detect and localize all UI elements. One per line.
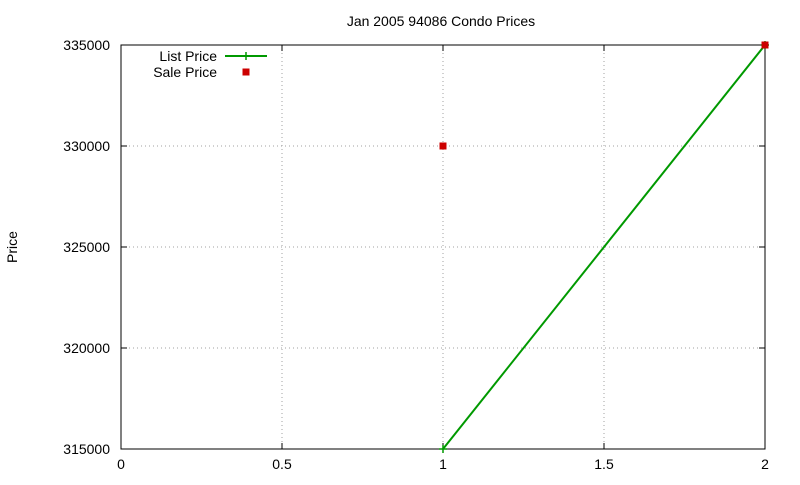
data-point (761, 41, 769, 49)
data-point (439, 445, 447, 453)
y-axis-label: Price (4, 231, 20, 263)
legend-marker (242, 52, 250, 60)
x-tick-label: 1.5 (594, 456, 614, 472)
y-tick-label: 335000 (63, 37, 110, 53)
x-tick-label: 0 (117, 456, 125, 472)
series-line (442, 44, 766, 450)
chart-title: Jan 2005 94086 Condo Prices (347, 13, 535, 29)
data-series (439, 41, 769, 453)
legend-marker (242, 68, 250, 76)
y-tick-label: 320000 (63, 340, 110, 356)
axes: 0 0.5 1 1.5 2 315000 320000 325000 330000 335000 (63, 37, 769, 472)
y-tick-label: 325000 (63, 239, 110, 255)
data-point (439, 142, 447, 150)
series-list-price (439, 41, 769, 453)
y-tick-label: 330000 (63, 138, 110, 154)
legend-label: Sale Price (153, 64, 217, 80)
legend-label: List Price (159, 48, 217, 64)
grid-lines (121, 45, 765, 449)
x-tick-label: 0.5 (272, 456, 292, 472)
series-sale-price (439, 41, 769, 150)
x-tick-label: 1 (439, 456, 447, 472)
x-tick-label: 2 (761, 456, 769, 472)
y-tick-label: 315000 (63, 441, 110, 457)
